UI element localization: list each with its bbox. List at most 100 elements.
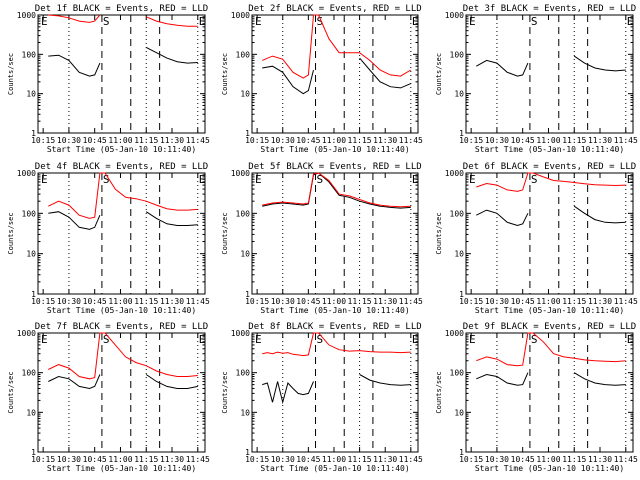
panel-5-marker-e: E <box>255 173 262 186</box>
panel-3-xtick-label: 11:30 <box>588 136 612 145</box>
panel-5-title: Det 5f BLACK = Events, RED = LLD <box>248 162 421 172</box>
panel-4-ytick-label: 100 <box>22 209 37 218</box>
panel-1-title: Det 1f BLACK = Events, RED = LLD <box>35 4 208 14</box>
panel-3-xtick-label: 11:45 <box>614 136 638 145</box>
panel-9-marker-s: S <box>531 333 538 346</box>
panel-5-xtick-label: 11:00 <box>322 297 346 306</box>
panel-7-ytick-label: 100 <box>22 369 37 378</box>
panel-8-xtick-label: 10:15 <box>245 455 269 464</box>
panel-3-marker-s: S <box>531 15 538 28</box>
panel-8-ytick-label: 10 <box>240 408 250 417</box>
panel-8-series-line-2 <box>262 332 411 357</box>
panel-4-series-line-1 <box>48 211 198 230</box>
panel-5-ylabel: Counts/sec <box>221 212 229 254</box>
panel-6-xtick-label: 10:15 <box>459 297 483 306</box>
panel-1-ytick-label: 1000 <box>17 11 36 20</box>
panel-9-ytick-label: 10 <box>454 408 464 417</box>
panel-6-marker-e: E <box>627 173 634 186</box>
panel-9-ytick-label: 100 <box>450 369 465 378</box>
panel-7: Det 7f BLACK = Events, RED = LLD 1 10 100 10… <box>7 322 210 473</box>
panel-6: Det 6f BLACK = Events, RED = LLD 1 10 100 10… <box>435 162 638 315</box>
panel-1-ytick-label: 10 <box>26 90 36 99</box>
panel-1-xtick-label: 11:00 <box>108 136 132 145</box>
panel-8-series-line-1 <box>262 374 411 405</box>
panel-2-marker-e: E <box>255 15 262 28</box>
panel-1-marker-e: E <box>41 15 48 28</box>
panel-5-series-line-1 <box>262 172 411 209</box>
panel-8-xtick-label: 11:45 <box>399 455 423 464</box>
panel-6-title: Det 6f BLACK = Events, RED = LLD <box>463 162 636 172</box>
panel-7-marker-e: E <box>41 333 48 346</box>
panel-6-xtick-label: 10:30 <box>485 297 509 306</box>
panel-3-ytick-label: 1000 <box>445 11 464 20</box>
panel-7-xtick-label: 10:15 <box>31 455 55 464</box>
panel-5-series-line-2 <box>262 172 411 208</box>
panel-2-xtick-label: 10:30 <box>271 136 295 145</box>
panel-6-marker-s: S <box>531 173 538 186</box>
panel-7-xtick-label: 10:45 <box>83 455 107 464</box>
panel-8-xtick-label: 11:00 <box>322 455 346 464</box>
panel-4-xtick-label: 11:00 <box>108 297 132 306</box>
panel-9-xlabel: Start Time (05-Jan-10 10:11:40) <box>475 464 624 473</box>
panel-3-title: Det 3f BLACK = Events, RED = LLD <box>463 4 636 14</box>
panel-3-xlabel: Start Time (05-Jan-10 10:11:40) <box>475 145 624 154</box>
panel-3-ytick-label: 10 <box>454 90 464 99</box>
panel-7-ylabel: Counts/sec <box>7 371 15 413</box>
panel-9-xtick-label: 10:45 <box>511 455 535 464</box>
panel-5: Det 5f BLACK = Events, RED = LLD 1 10 100 10… <box>221 162 423 315</box>
panel-1-ylabel: Counts/sec <box>7 53 15 95</box>
panel-2-xlabel: Start Time (05-Jan-10 10:11:40) <box>260 145 409 154</box>
panel-4-ytick-label: 10 <box>26 250 36 259</box>
panel-1-frame <box>37 14 206 134</box>
panel-4-xtick-label: 10:30 <box>57 297 81 306</box>
panel-6-ylabel: Counts/sec <box>435 212 443 254</box>
panel-5-ytick-label: 100 <box>236 209 251 218</box>
panel-7-marker-e: E <box>199 333 206 346</box>
panel-4-title: Det 4f BLACK = Events, RED = LLD <box>35 162 208 172</box>
panel-7-xtick-label: 11:15 <box>134 455 158 464</box>
panel-8-marker-e: E <box>412 333 419 346</box>
panel-3-xtick-label: 11:15 <box>562 136 586 145</box>
panel-6-ytick-label: 10 <box>454 250 464 259</box>
panel-3-marker-e: E <box>627 15 634 28</box>
panel-6-ytick-label: 1 <box>459 290 464 299</box>
panel-6-xtick-label: 11:30 <box>588 297 612 306</box>
panel-8-xtick-label: 10:30 <box>271 455 295 464</box>
panel-5-xtick-label: 10:15 <box>245 297 269 306</box>
panel-4-xlabel: Start Time (05-Jan-10 10:11:40) <box>47 306 196 315</box>
panel-9-xtick-label: 10:30 <box>485 455 509 464</box>
panel-8-marker-s: S <box>317 333 324 346</box>
panel-5-xtick-label: 10:30 <box>271 297 295 306</box>
panel-4-xtick-label: 11:30 <box>160 297 184 306</box>
panel-2-series-line-1 <box>262 57 411 95</box>
panel-4-series-line-2 <box>48 172 198 219</box>
panel-9-xtick-label: 10:15 <box>459 455 483 464</box>
panel-1: Det 1f BLACK = Events, RED = LLD 1 10 100 10… <box>7 4 210 154</box>
panel-8-ytick-label: 100 <box>236 369 251 378</box>
panel-4-xtick-label: 10:45 <box>83 297 107 306</box>
panel-4-ytick-label: 1000 <box>17 169 36 178</box>
panel-9-xtick-label: 11:00 <box>536 455 560 464</box>
panel-1-ytick-label: 100 <box>22 50 37 59</box>
panel-9-title: Det 9f BLACK = Events, RED = LLD <box>463 322 636 332</box>
panel-6-xtick-label: 11:00 <box>536 297 560 306</box>
panel-2-ytick-label: 100 <box>236 50 251 59</box>
panel-7-xtick-label: 11:45 <box>186 455 210 464</box>
panel-8-ytick-label: 1 <box>245 448 250 457</box>
panel-2-ytick-label: 10 <box>240 90 250 99</box>
panel-1-xtick-label: 11:45 <box>186 136 210 145</box>
panel-6-ytick-label: 1000 <box>445 169 464 178</box>
panel-1-xtick-label: 10:45 <box>83 136 107 145</box>
panel-7-xtick-label: 11:30 <box>160 455 184 464</box>
panel-4-frame <box>37 172 206 295</box>
panel-7-marker-s: S <box>103 333 110 346</box>
panel-5-ytick-label: 1000 <box>231 169 250 178</box>
panel-4-marker-e: E <box>41 173 48 186</box>
panel-2-ylabel: Counts/sec <box>221 53 229 95</box>
panel-1-series-line-2 <box>48 14 198 27</box>
panel-5-xtick-label: 10:45 <box>296 297 320 306</box>
panel-8-xtick-label: 10:45 <box>296 455 320 464</box>
panel-9-marker-e: E <box>469 333 476 346</box>
panel-6-xtick-label: 11:45 <box>614 297 638 306</box>
